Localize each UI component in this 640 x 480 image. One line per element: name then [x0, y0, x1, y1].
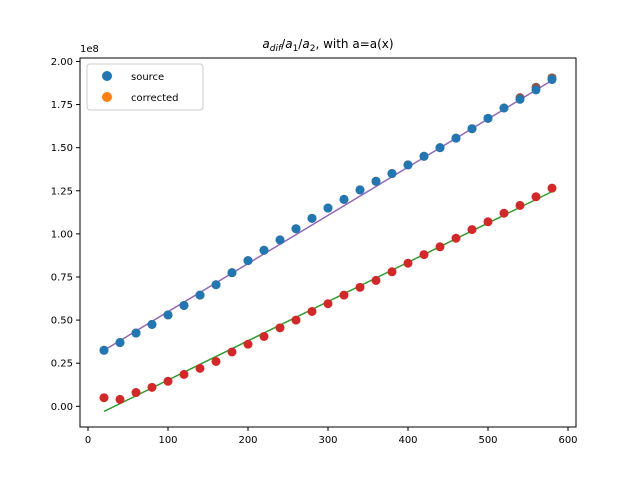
series-2-point [227, 347, 237, 357]
legend: source corrected [86, 63, 204, 111]
series-2-point [339, 290, 349, 300]
y-tick-label: 1.00 [51, 229, 73, 240]
y-tick-label: 1.50 [51, 143, 73, 154]
series-2-point [131, 388, 141, 398]
axes: 0 100 200 300 400 500 600 0.00 0.25 0.50 0.75 1.00 1… [51, 57, 578, 446]
plot-area [99, 73, 557, 413]
series-2-point [435, 242, 445, 252]
y-tick-label: 1.75 [51, 100, 73, 111]
series-1-point [483, 113, 493, 123]
series-1-point [131, 328, 141, 338]
series-1-point [275, 235, 285, 245]
series-2-point [243, 339, 253, 349]
series-1-point [547, 75, 557, 85]
series-1-point [515, 94, 525, 104]
legend-marker-source [102, 71, 112, 81]
series-1-point [307, 213, 317, 223]
series-2-point [195, 363, 205, 373]
series-1-point [291, 224, 301, 234]
series-1-point [99, 345, 109, 355]
series-2-point [355, 282, 365, 292]
series-1-point [419, 151, 429, 161]
series-1-point [387, 169, 397, 179]
series-2-point [307, 306, 317, 316]
series-1-point [435, 143, 445, 153]
x-tick-label: 400 [398, 435, 417, 446]
y-tick-label: 2.00 [51, 57, 73, 68]
series-1-point [163, 310, 173, 320]
series-2-point [99, 393, 109, 403]
series-1-point [339, 194, 349, 204]
series-1-point [499, 103, 509, 113]
series-2-point [291, 315, 301, 325]
series-2-point [323, 299, 333, 309]
y-tick-label: 0.50 [51, 316, 73, 327]
x-tick-label: 100 [158, 435, 177, 446]
series-2-point [403, 258, 413, 268]
series-1-point [355, 185, 365, 195]
legend-item-source: source [102, 71, 164, 83]
series-2-point [515, 200, 525, 210]
series-2-point [531, 192, 541, 202]
y-tick-label: 0.25 [51, 359, 73, 370]
series-2-point [371, 275, 381, 285]
legend-item-corrected: corrected [102, 92, 179, 104]
x-tick-label: 0 [85, 435, 91, 446]
x-tick-label: 300 [318, 435, 337, 446]
y-tick-label: 1.25 [51, 186, 73, 197]
series-1-point [211, 280, 221, 290]
series-2-point [147, 382, 157, 392]
series-2-point [419, 250, 429, 260]
x-tick-label: 200 [238, 435, 257, 446]
series-1-point [243, 256, 253, 266]
series-2-point [451, 233, 461, 243]
series-1-point [467, 124, 477, 134]
series-1-point [259, 245, 269, 255]
series-2-point [275, 323, 285, 333]
y-tick-label: 0.00 [51, 402, 73, 413]
series-2-point [547, 183, 557, 193]
legend-box [86, 63, 204, 111]
series-2-point [499, 208, 509, 218]
x-tick-label: 600 [558, 435, 577, 446]
series-1-point [195, 290, 205, 300]
series-2-point [179, 369, 189, 379]
series-2-point [163, 376, 173, 386]
series-2-point [211, 356, 221, 366]
series-1-point [179, 300, 189, 310]
series-1-point [115, 338, 125, 348]
legend-marker-corrected [102, 92, 112, 102]
y-tick-label: 0.75 [51, 272, 73, 283]
series-1-point [371, 176, 381, 186]
series-1-point [403, 160, 413, 170]
series-1-point [451, 133, 461, 143]
series-1-point [323, 203, 333, 213]
x-tick-label: 500 [478, 435, 497, 446]
y-offset-label: 1e8 [80, 44, 99, 55]
series-2-point [115, 394, 125, 404]
legend-label-corrected: corrected [131, 93, 179, 104]
series-2-point [483, 217, 493, 227]
series-1-point [227, 268, 237, 278]
series-3-fit-line [103, 79, 553, 351]
series-2-point [467, 225, 477, 235]
legend-label-source: source [131, 72, 164, 83]
chart-title: adif/a1/a2, with a=a(x) [262, 37, 393, 54]
series-1-point [147, 319, 157, 329]
series-1-point [531, 85, 541, 95]
series-2-point [259, 331, 269, 341]
series-2-point [387, 267, 397, 277]
